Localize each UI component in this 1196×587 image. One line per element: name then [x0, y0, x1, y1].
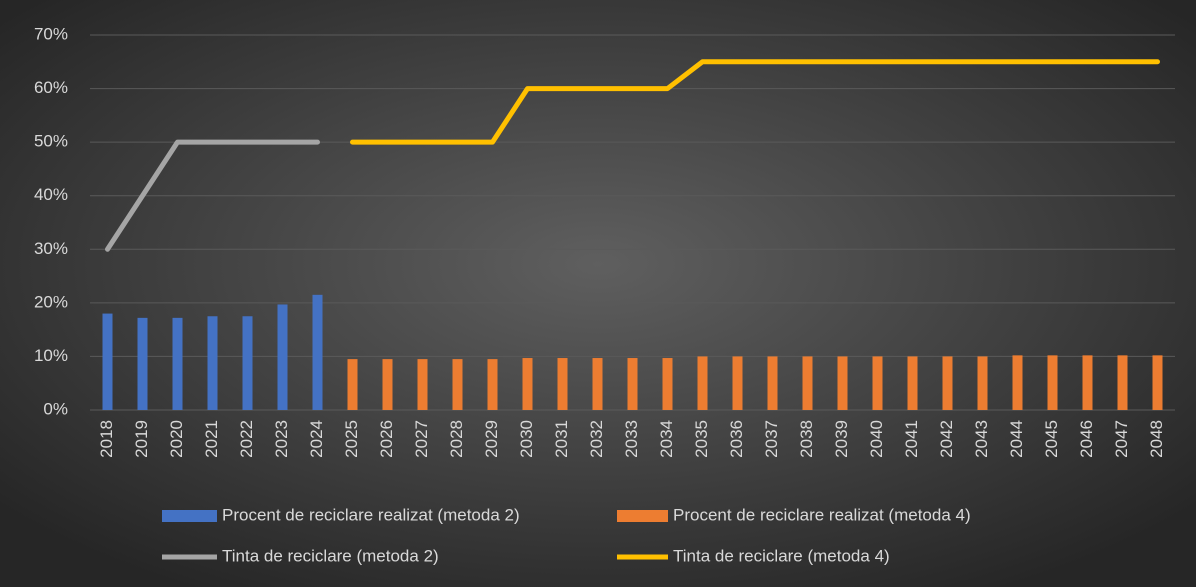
x-tick-label: 2045: [1042, 420, 1061, 458]
x-tick-label: 2048: [1147, 420, 1166, 458]
y-tick-label: 30%: [34, 239, 68, 258]
x-tick-label: 2032: [587, 420, 606, 458]
bar: [697, 356, 708, 410]
bar: [837, 356, 848, 410]
bar: [242, 316, 253, 410]
y-tick-label: 70%: [34, 24, 68, 43]
legend-label: Procent de reciclare realizat (metoda 2): [222, 505, 520, 524]
bar: [487, 359, 498, 410]
y-tick-label: 0%: [43, 399, 68, 418]
legend-label: Procent de reciclare realizat (metoda 4): [673, 505, 971, 524]
x-tick-label: 2027: [412, 420, 431, 458]
x-tick-label: 2022: [237, 420, 256, 458]
bar: [347, 359, 358, 410]
x-tick-label: 2028: [447, 420, 466, 458]
x-tick-label: 2019: [132, 420, 151, 458]
bar: [732, 356, 743, 410]
legend-swatch: [162, 510, 217, 522]
bar: [942, 356, 953, 410]
y-tick-label: 60%: [34, 78, 68, 97]
x-tick-label: 2025: [342, 420, 361, 458]
y-tick-label: 10%: [34, 346, 68, 365]
legend-swatch: [617, 510, 668, 522]
bar: [417, 359, 428, 410]
x-tick-label: 2041: [902, 420, 921, 458]
x-tick-label: 2039: [832, 420, 851, 458]
bar: [1082, 355, 1093, 410]
x-tick-label: 2023: [272, 420, 291, 458]
bar: [907, 356, 918, 410]
bar: [627, 358, 638, 410]
x-tick-label: 2030: [517, 420, 536, 458]
x-tick-label: 2024: [307, 420, 326, 458]
bar: [452, 359, 463, 410]
x-tick-label: 2047: [1112, 420, 1131, 458]
x-tick-label: 2043: [972, 420, 991, 458]
line: [350, 59, 1160, 145]
x-tick-label: 2036: [727, 420, 746, 458]
bar: [767, 356, 778, 410]
x-tick-label: 2033: [622, 420, 641, 458]
x-tick-label: 2034: [657, 420, 676, 458]
y-tick-label: 20%: [34, 292, 68, 311]
legend-label: Tinta de reciclare (metoda 4): [673, 546, 890, 565]
bar: [872, 356, 883, 410]
x-tick-label: 2044: [1007, 420, 1026, 458]
x-tick-label: 2018: [97, 420, 116, 458]
legend-label: Tinta de reciclare (metoda 2): [222, 546, 439, 565]
bar: [557, 358, 568, 410]
x-tick-label: 2042: [937, 420, 956, 458]
x-tick-label: 2021: [202, 420, 221, 458]
bar: [1012, 355, 1023, 410]
bar: [522, 358, 533, 410]
line: [105, 139, 320, 252]
x-tick-label: 2038: [797, 420, 816, 458]
y-tick-label: 50%: [34, 132, 68, 151]
bar: [207, 316, 218, 410]
x-tick-label: 2020: [167, 420, 186, 458]
bar: [1047, 355, 1058, 410]
x-tick-label: 2026: [377, 420, 396, 458]
x-tick-label: 2037: [762, 420, 781, 458]
bar: [277, 304, 288, 410]
bar: [977, 356, 988, 410]
bar: [1117, 355, 1128, 410]
bar: [102, 313, 113, 410]
bar: [382, 359, 393, 410]
bar: [1152, 355, 1163, 410]
x-tick-label: 2035: [692, 420, 711, 458]
bar: [312, 294, 323, 410]
bar: [802, 356, 813, 410]
bar: [172, 317, 183, 410]
bar: [592, 358, 603, 410]
x-tick-label: 2031: [552, 420, 571, 458]
x-tick-label: 2029: [482, 420, 501, 458]
bar: [137, 317, 148, 410]
bar: [662, 358, 673, 410]
x-tick-label: 2046: [1077, 420, 1096, 458]
y-tick-label: 40%: [34, 185, 68, 204]
x-tick-label: 2040: [867, 420, 886, 458]
